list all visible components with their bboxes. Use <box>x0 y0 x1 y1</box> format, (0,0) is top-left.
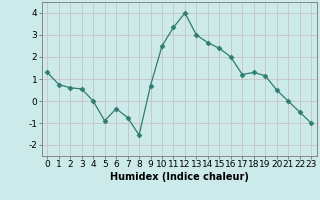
X-axis label: Humidex (Indice chaleur): Humidex (Indice chaleur) <box>110 172 249 182</box>
